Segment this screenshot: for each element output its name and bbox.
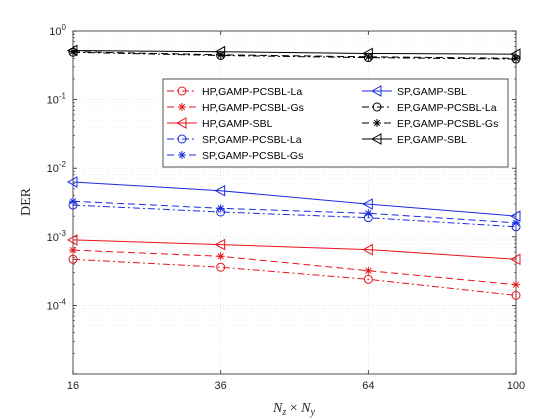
marker-triangle-left xyxy=(509,253,521,266)
marker-circle xyxy=(177,134,187,144)
marker-circle xyxy=(216,262,226,272)
legend-box xyxy=(162,78,509,168)
series-ep-gamp-pcsbl-gs xyxy=(69,47,520,63)
marker-circle xyxy=(363,274,373,284)
marker-triangle-left xyxy=(362,198,373,210)
x-axis-label-n2: N xyxy=(300,401,311,416)
marker-asterisk xyxy=(178,151,186,159)
series-hp-gamp-sbl xyxy=(66,234,521,266)
x-tick-label: 16 xyxy=(67,380,79,392)
legend-item: HP,GAMP-SBL xyxy=(167,117,273,130)
series-hp-gamp-pcsbl-gs xyxy=(69,246,520,289)
marker-triangle-left xyxy=(370,85,382,97)
marker-circle xyxy=(372,102,382,112)
marker-triangle-left xyxy=(370,133,382,145)
x-axis-label-times: × xyxy=(286,401,301,416)
marker-triangle-left xyxy=(509,210,521,222)
marker-triangle-left xyxy=(66,234,78,246)
legend-label: EP,GAMP-SBL xyxy=(397,134,467,146)
marker-asterisk xyxy=(69,47,77,56)
legend-item: EP,GAMP-PCSBL-Gs xyxy=(362,118,498,130)
marker-triangle-left xyxy=(362,47,373,60)
series-hp-gamp-pcsbl-la xyxy=(68,254,521,300)
marker-asterisk xyxy=(178,103,186,111)
x-axis-label-sub2: y xyxy=(310,407,316,418)
y-tick-label: 10-1 xyxy=(47,92,67,107)
legend-item: SP,GAMP-PCSBL-La xyxy=(167,134,302,146)
series-line xyxy=(72,181,517,217)
series-line xyxy=(72,50,517,55)
marker-circle xyxy=(68,254,78,264)
marker-triangle-left xyxy=(214,238,226,251)
marker-asterisk xyxy=(373,119,381,127)
legend-item: HP,GAMP-PCSBL-La xyxy=(167,86,302,98)
x-axis-label-sub1: z xyxy=(281,407,286,418)
legend-item: HP,GAMP-PCSBL-Gs xyxy=(167,102,304,114)
legend-label: EP,GAMP-PCSBL-La xyxy=(397,102,497,114)
series-line xyxy=(72,51,517,60)
x-axis-label-n1: N xyxy=(272,401,283,416)
series-line xyxy=(72,204,517,228)
marker-triangle-left xyxy=(66,176,78,188)
marker-triangle-left xyxy=(214,184,226,197)
x-tick-label: 64 xyxy=(362,380,374,392)
marker-asterisk xyxy=(364,209,373,218)
legend-label: SP,GAMP-PCSBL-Gs xyxy=(202,150,303,162)
x-tick-label: 100 xyxy=(507,380,525,392)
marker-asterisk xyxy=(216,204,225,213)
x-axis-label: Nz × Ny xyxy=(272,401,316,418)
legend-item: SP,GAMP-PCSBL-Gs xyxy=(167,150,303,162)
series-sp-gamp-sbl xyxy=(66,176,521,222)
series-ep-gamp-sbl xyxy=(66,44,521,60)
axis-ticks: 16 36 64 100 100 10-1 10-2 10-3 10-4 xyxy=(47,23,526,392)
series-line xyxy=(72,249,517,286)
legend-label: SP,GAMP-SBL xyxy=(397,86,467,98)
series-sp-gamp-pcsbl-gs xyxy=(69,197,520,227)
marker-asterisk xyxy=(216,252,225,261)
series-line xyxy=(72,239,517,260)
marker-circle xyxy=(511,290,521,300)
series-line xyxy=(72,258,517,296)
x-tick-label: 36 xyxy=(215,380,227,392)
y-tick-label: 10-2 xyxy=(47,160,67,175)
marker-circle xyxy=(177,86,187,96)
legend-label: HP,GAMP-PCSBL-La xyxy=(202,86,302,98)
y-axis-label: DER xyxy=(19,187,34,216)
legend-label: HP,GAMP-SBL xyxy=(202,118,273,130)
marker-asterisk xyxy=(512,280,520,289)
legend-label: HP,GAMP-PCSBL-Gs xyxy=(202,102,304,114)
legend-item: EP,GAMP-SBL xyxy=(362,133,467,146)
legend-label: SP,GAMP-PCSBL-La xyxy=(202,134,302,146)
y-tick-label: 10-4 xyxy=(47,297,67,312)
marker-asterisk xyxy=(512,54,520,63)
series-line xyxy=(72,200,517,224)
series-line xyxy=(72,51,517,59)
marker-asterisk xyxy=(69,246,77,255)
marker-triangle-left xyxy=(214,45,226,58)
marker-triangle-left xyxy=(175,117,187,129)
legend: HP,GAMP-PCSBL-La HP,GAMP-PCSBL-Gs HP,GAMP-… xyxy=(162,78,509,168)
marker-triangle-left xyxy=(509,48,521,60)
marker-asterisk xyxy=(364,52,373,61)
legend-item: EP,GAMP-PCSBL-La xyxy=(362,102,497,114)
y-tick-label: 10-3 xyxy=(47,229,67,244)
marker-asterisk xyxy=(364,266,373,275)
legend-item: SP,GAMP-SBL xyxy=(362,85,467,98)
series-layer xyxy=(66,44,521,300)
marker-asterisk xyxy=(512,218,520,227)
legend-label: EP,GAMP-PCSBL-Gs xyxy=(397,118,498,130)
marker-triangle-left xyxy=(66,44,78,57)
marker-triangle-left xyxy=(362,243,373,256)
marker-asterisk xyxy=(69,197,77,206)
y-tick-label: 100 xyxy=(49,23,66,38)
